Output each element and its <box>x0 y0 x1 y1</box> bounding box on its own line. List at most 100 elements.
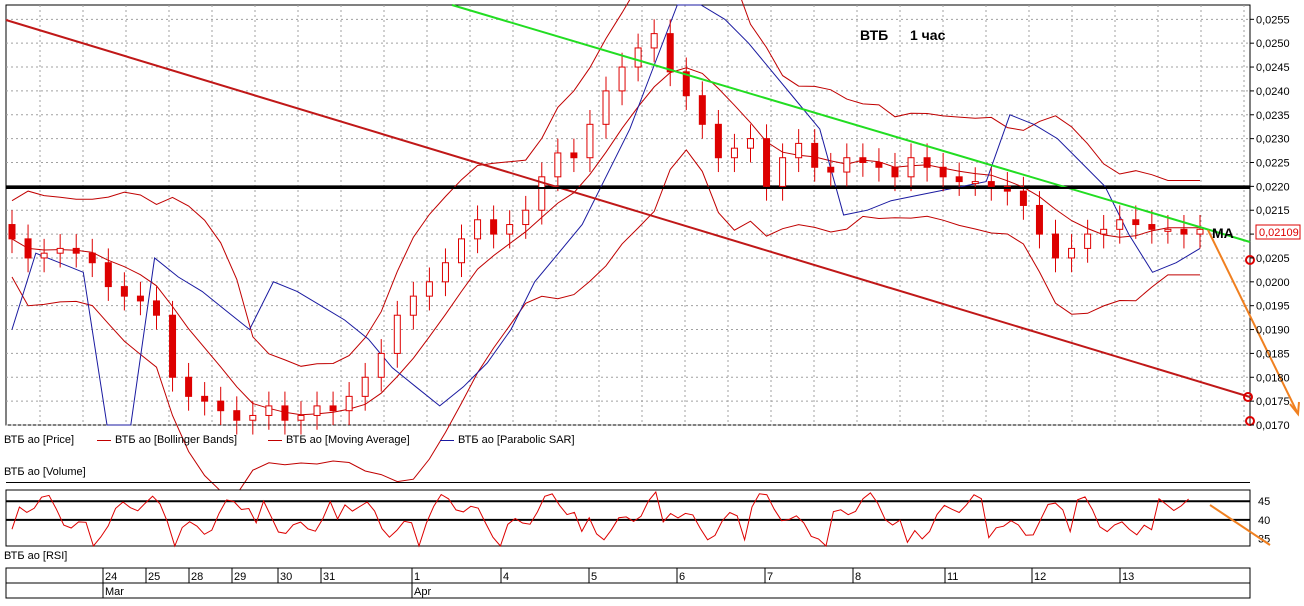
price-candles <box>8 19 1204 435</box>
candle-body <box>939 166 947 178</box>
candle-body <box>40 252 48 259</box>
legend: ВТБ ао [Price] ВТБ ао [Bollinger Bands] … <box>0 433 1250 447</box>
candle-body <box>554 152 562 178</box>
legend-ma-swatch <box>268 439 282 441</box>
candle-body <box>361 376 369 397</box>
legend-sar-swatch <box>440 439 454 441</box>
legend-price-label: ВТБ ао [Price] <box>4 434 75 446</box>
candle-body <box>441 262 449 283</box>
candle-body <box>538 176 546 211</box>
candle-body <box>8 224 16 240</box>
candle-body <box>136 295 144 302</box>
downtrend-line <box>5 19 1251 398</box>
legend-sar-label: ВТБ ао [Parabolic SAR] <box>458 434 575 446</box>
moving-average <box>11 67 1200 416</box>
forecast-arrow <box>1207 229 1299 415</box>
day-label: 8 <box>855 571 861 583</box>
trend-lines <box>5 4 1300 426</box>
y-tick-label: 0,0205 <box>1256 253 1290 265</box>
y-tick-label: 0,0255 <box>1256 14 1290 26</box>
volume-pane-frame <box>6 482 1250 483</box>
candle-body <box>1068 247 1076 259</box>
day-label: 13 <box>1122 571 1134 583</box>
candle-body <box>297 414 305 421</box>
y-tick-label: 0,0225 <box>1256 158 1290 170</box>
candle-body <box>185 376 193 397</box>
candle-body <box>634 47 642 68</box>
candle-body <box>1148 224 1156 230</box>
chart-timeframe: 1 час <box>910 27 946 43</box>
y-tick-label: 0,0180 <box>1256 372 1290 384</box>
candle-body <box>923 157 931 168</box>
day-label: 24 <box>105 571 117 583</box>
candle-body <box>265 405 273 416</box>
candle-body <box>666 33 674 73</box>
candle-body <box>827 166 835 173</box>
candle-body <box>233 410 241 421</box>
ma-label: MA <box>1212 225 1234 241</box>
legend-bollinger: ВТБ ао [Bollinger Bands] <box>97 433 237 447</box>
rsi-line <box>11 490 1189 548</box>
y-tick-label: 0,0200 <box>1256 277 1290 289</box>
month-label: Apr <box>414 586 431 598</box>
month-label: Mar <box>105 586 124 598</box>
y-tick-label: 0,0235 <box>1256 110 1290 122</box>
candle-body <box>120 286 128 297</box>
candle-body <box>1164 228 1172 232</box>
candle-body <box>1052 233 1060 259</box>
date-axis: 24 25 28 29 30 31 1 4 5 6 7 8 11 12 13 Mar Apr <box>5 567 1251 599</box>
candle-body <box>393 314 401 354</box>
candle-body <box>169 314 177 378</box>
bollinger-bands <box>11 0 1200 495</box>
candle-body <box>795 142 803 159</box>
candle-body <box>1116 219 1124 230</box>
candle-body <box>377 352 385 378</box>
candle-body <box>1035 204 1043 235</box>
candle-body <box>570 152 578 159</box>
candle-body <box>811 142 819 168</box>
bollinger-upper <box>11 0 1200 367</box>
candle-body <box>217 400 225 412</box>
candle-body <box>56 247 64 254</box>
legend-sar: ВТБ ао [Parabolic SAR] <box>440 433 575 447</box>
y-tick-label: 0,0250 <box>1256 38 1290 50</box>
candle-body <box>698 95 706 125</box>
candle-body <box>490 219 498 235</box>
candle-body <box>474 219 482 240</box>
price-badge: 0,02109 <box>1259 227 1299 239</box>
candle-body <box>506 224 514 235</box>
legend-bollinger-label: ВТБ ао [Bollinger Bands] <box>115 434 238 446</box>
candle-body <box>682 71 690 97</box>
candle-body <box>1084 233 1092 249</box>
parabolic-sar <box>11 4 1201 426</box>
candle-body <box>987 181 995 187</box>
candle-body <box>891 166 899 178</box>
candle-body <box>72 247 80 254</box>
legend-ma: ВТБ ао [Moving Average] <box>268 433 410 447</box>
day-label: 1 <box>414 571 420 583</box>
candle-body <box>1100 228 1108 235</box>
y-tick-label: 0,0245 <box>1256 62 1290 74</box>
bollinger-lower <box>11 149 1200 495</box>
candle-body <box>779 157 787 187</box>
day-label: 12 <box>1034 571 1046 583</box>
candle-body <box>249 414 257 421</box>
day-label: 31 <box>323 571 335 583</box>
candle-body <box>458 238 466 264</box>
y-tick-label: 0,0230 <box>1256 134 1290 146</box>
candle-body <box>1132 219 1140 226</box>
marker-circle <box>1245 255 1255 265</box>
candle-body <box>329 405 337 412</box>
day-label: 30 <box>280 571 292 583</box>
candle-body <box>875 162 883 168</box>
y-tick-label: 0,0240 <box>1256 86 1290 98</box>
y-tick-label: 0,0215 <box>1256 205 1290 217</box>
y-tick-label: 0,0220 <box>1256 181 1290 193</box>
chart-title: ВТБ <box>860 27 888 43</box>
candle-body <box>24 238 32 259</box>
forecast-arrowhead <box>1289 401 1300 417</box>
day-label: 7 <box>767 571 773 583</box>
candle-body <box>586 123 594 159</box>
